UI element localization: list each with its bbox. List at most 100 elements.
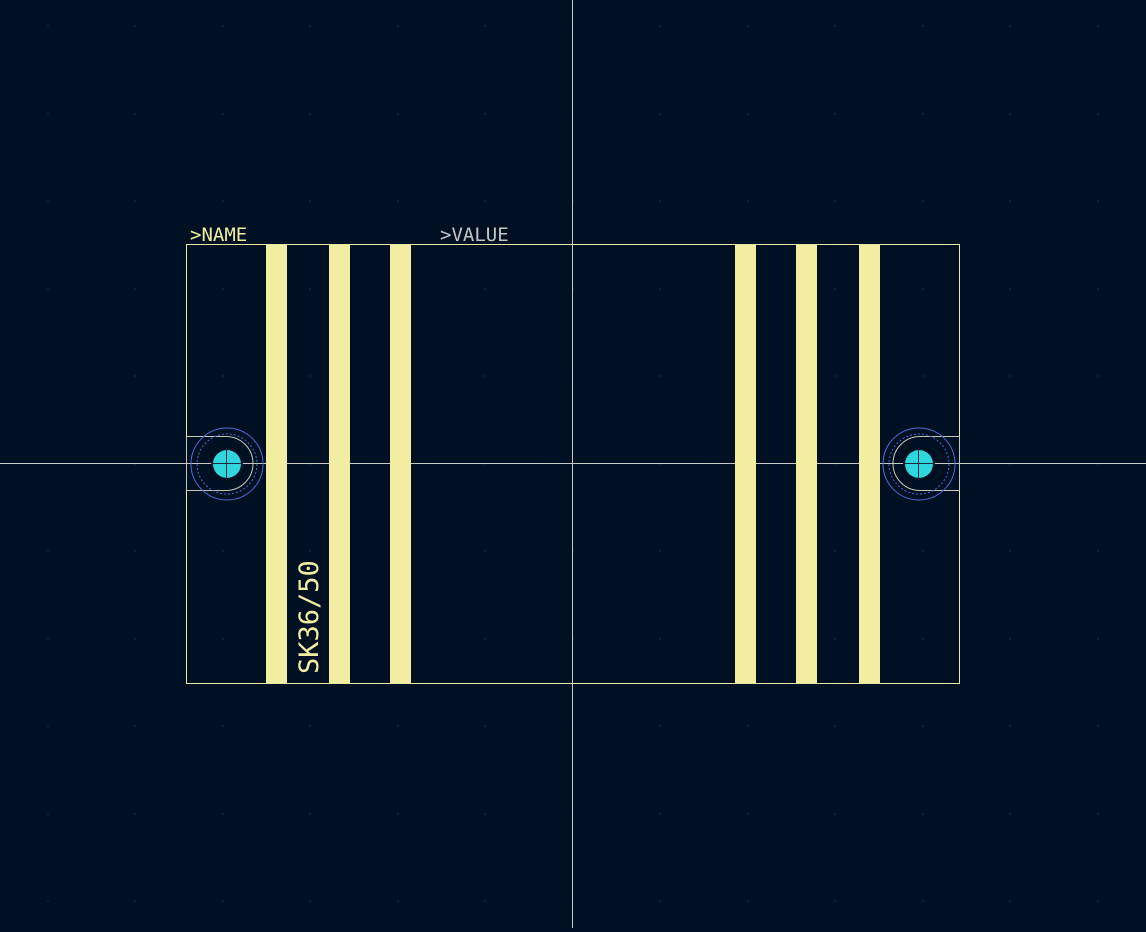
grid-dot	[1009, 813, 1011, 815]
grid-dot	[834, 550, 836, 552]
grid-dot	[1097, 375, 1099, 377]
pad-right-ring-inner	[888, 433, 950, 495]
pad-right-outline	[892, 436, 960, 491]
grid-dot	[922, 900, 924, 902]
grid-dot	[222, 900, 224, 902]
grid-dot	[484, 725, 486, 727]
grid-dot	[1009, 113, 1011, 115]
grid-dot	[659, 725, 661, 727]
grid-dot	[834, 25, 836, 27]
grid-dot	[1097, 813, 1099, 815]
grid-dot	[134, 550, 136, 552]
grid-dot	[47, 113, 49, 115]
grid-dot	[922, 813, 924, 815]
grid-dot	[1009, 725, 1011, 727]
part-label[interactable]: SK36/50	[294, 560, 325, 674]
grid-dot	[309, 113, 311, 115]
grid-dot	[659, 25, 661, 27]
grid-dot	[222, 375, 224, 377]
grid-dot	[222, 113, 224, 115]
grid-dot	[747, 113, 749, 115]
grid-dot	[1009, 200, 1011, 202]
pad-left-ring-inner	[196, 433, 258, 495]
value-label[interactable]: >VALUE	[440, 224, 509, 246]
silk-bar-left-2[interactable]	[329, 245, 350, 683]
grid-dot	[1097, 638, 1099, 640]
grid-dot	[134, 25, 136, 27]
grid-dot	[922, 200, 924, 202]
pad-left-outline	[186, 436, 254, 491]
grid-dot	[922, 375, 924, 377]
grid-dot	[922, 288, 924, 290]
grid-dot	[834, 725, 836, 727]
grid-dot	[1097, 25, 1099, 27]
grid-dot	[309, 725, 311, 727]
pad-left-ring	[190, 427, 264, 501]
grid-dot	[309, 813, 311, 815]
grid-dot	[922, 638, 924, 640]
pad-right-ring	[882, 427, 956, 501]
silk-bar-left-1[interactable]	[266, 245, 287, 683]
grid-dot	[1009, 638, 1011, 640]
silk-bar-right-1[interactable]	[735, 245, 756, 683]
grid-dot	[484, 900, 486, 902]
grid-dot	[484, 375, 486, 377]
name-label[interactable]: >NAME	[190, 224, 247, 246]
grid-dot	[1097, 900, 1099, 902]
grid-dot	[397, 113, 399, 115]
grid-dot	[484, 813, 486, 815]
grid-dot	[484, 638, 486, 640]
grid-dot	[659, 375, 661, 377]
grid-dot	[397, 200, 399, 202]
grid-dot	[134, 288, 136, 290]
grid-dot	[47, 200, 49, 202]
pad-right[interactable]	[882, 427, 960, 501]
grid-dot	[659, 813, 661, 815]
grid-dot	[659, 900, 661, 902]
grid-dot	[47, 25, 49, 27]
grid-dot	[47, 900, 49, 902]
grid-dot	[47, 375, 49, 377]
grid-dot	[659, 638, 661, 640]
grid-dot	[309, 25, 311, 27]
grid-dot	[47, 550, 49, 552]
silk-bar-right-3[interactable]	[859, 245, 880, 683]
grid-dot	[1009, 288, 1011, 290]
grid-dot	[834, 200, 836, 202]
grid-dot	[1009, 900, 1011, 902]
grid-dot	[1097, 725, 1099, 727]
grid-dot	[834, 638, 836, 640]
grid-dot	[922, 25, 924, 27]
grid-dot	[222, 813, 224, 815]
grid-dot	[484, 113, 486, 115]
grid-dot	[309, 288, 311, 290]
grid-dot	[134, 900, 136, 902]
grid-dot	[747, 200, 749, 202]
grid-dot	[834, 113, 836, 115]
grid-dot	[47, 288, 49, 290]
grid-dot	[309, 638, 311, 640]
grid-dot	[1009, 550, 1011, 552]
grid-dot	[397, 900, 399, 902]
grid-dot	[922, 550, 924, 552]
grid-dot	[309, 900, 311, 902]
grid-dot	[834, 813, 836, 815]
grid-dot	[134, 200, 136, 202]
grid-dot	[747, 813, 749, 815]
grid-dot	[922, 113, 924, 115]
grid-dot	[134, 113, 136, 115]
silk-bar-left-3[interactable]	[390, 245, 411, 683]
grid-dot	[1097, 288, 1099, 290]
grid-dot	[659, 550, 661, 552]
grid-dot	[484, 200, 486, 202]
grid-dot	[834, 900, 836, 902]
grid-dot	[1097, 113, 1099, 115]
pad-left[interactable]	[186, 427, 264, 501]
grid-dot	[309, 375, 311, 377]
grid-dot	[747, 25, 749, 27]
silk-bar-right-2[interactable]	[796, 245, 817, 683]
grid-dot	[484, 25, 486, 27]
grid-dot	[1097, 200, 1099, 202]
